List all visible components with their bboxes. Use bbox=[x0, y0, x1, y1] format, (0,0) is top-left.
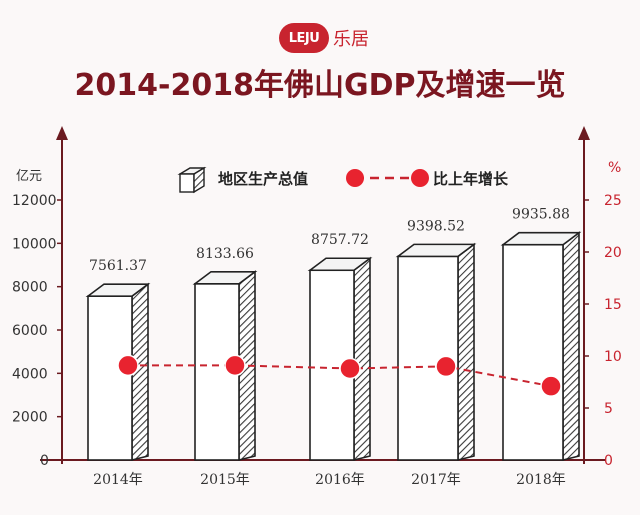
bar-side bbox=[562, 231, 580, 462]
leju-logo: LEJU 乐居 bbox=[279, 22, 369, 54]
bar-top bbox=[395, 243, 477, 258]
growth-point-2 bbox=[339, 357, 361, 380]
chart-title: 2014-2018年佛山GDP及增速一览 bbox=[74, 68, 566, 103]
bar-value-label: 9398.52 bbox=[407, 218, 465, 234]
right-axis-unit: % bbox=[608, 160, 621, 176]
growth-point-3 bbox=[435, 355, 457, 378]
right-tick-label: 5 bbox=[604, 401, 613, 417]
right-tick-label: 15 bbox=[604, 297, 622, 313]
right-tick-label: 10 bbox=[604, 349, 622, 365]
bar-4: 9935.88 2018年 bbox=[500, 207, 582, 488]
legend-line-marker bbox=[346, 169, 364, 187]
bar-value-label: 9935.88 bbox=[512, 207, 570, 223]
growth-point-0 bbox=[117, 354, 139, 377]
bar-value-label: 8757.72 bbox=[311, 232, 369, 248]
right-tick-label: 20 bbox=[604, 245, 622, 261]
bar-side bbox=[457, 242, 475, 462]
right-axis-arrow bbox=[578, 126, 590, 140]
left-tick-label: 4000 bbox=[12, 366, 48, 382]
legend-line-marker bbox=[411, 169, 429, 187]
bar-top bbox=[85, 283, 151, 297]
left-tick-label: 6000 bbox=[12, 323, 48, 339]
bar-value-label: 7561.37 bbox=[89, 258, 147, 274]
category-label: 2016年 bbox=[315, 472, 365, 488]
bar-top bbox=[307, 257, 373, 272]
bar-side bbox=[353, 256, 371, 462]
left-axis-arrow bbox=[56, 126, 68, 140]
legend-line-label: 比上年增长 bbox=[433, 170, 509, 188]
logo-text: 乐居 bbox=[333, 29, 369, 50]
growth-point-1 bbox=[224, 354, 246, 377]
left-tick-label: 0 bbox=[40, 453, 49, 469]
bar-2: 8757.72 2016年 bbox=[307, 232, 373, 488]
right-tick-label: 25 bbox=[604, 193, 622, 209]
legend-bar-label: 地区生产总值 bbox=[218, 170, 308, 188]
category-label: 2017年 bbox=[411, 472, 461, 488]
bar-top bbox=[192, 270, 258, 285]
left-tick-label: 8000 bbox=[12, 280, 48, 296]
left-tick-label: 10000 bbox=[12, 236, 57, 252]
growth-point-4 bbox=[540, 375, 562, 397]
bar-top bbox=[500, 231, 582, 246]
left-tick-label: 2000 bbox=[12, 410, 48, 426]
category-label: 2014年 bbox=[93, 472, 143, 488]
right-tick-label: 0 bbox=[604, 453, 613, 469]
bar-front bbox=[502, 243, 564, 461]
legend-bar-icon-side bbox=[193, 166, 205, 194]
left-tick-label: 12000 bbox=[12, 193, 57, 209]
bar-front bbox=[87, 295, 133, 461]
bar-3: 9398.52 2017年 bbox=[395, 218, 477, 488]
bar-1: 8133.66 2015年 bbox=[192, 246, 258, 488]
bar-value-label: 8133.66 bbox=[196, 246, 254, 262]
category-label: 2018年 bbox=[516, 472, 566, 488]
category-label: 2015年 bbox=[200, 472, 250, 488]
legend-bar-icon-front bbox=[179, 173, 195, 193]
bar-0: 7561.37 2014年 bbox=[85, 258, 151, 488]
logo-mark: LEJU bbox=[279, 23, 329, 53]
left-axis-unit: 亿元 bbox=[16, 169, 42, 184]
